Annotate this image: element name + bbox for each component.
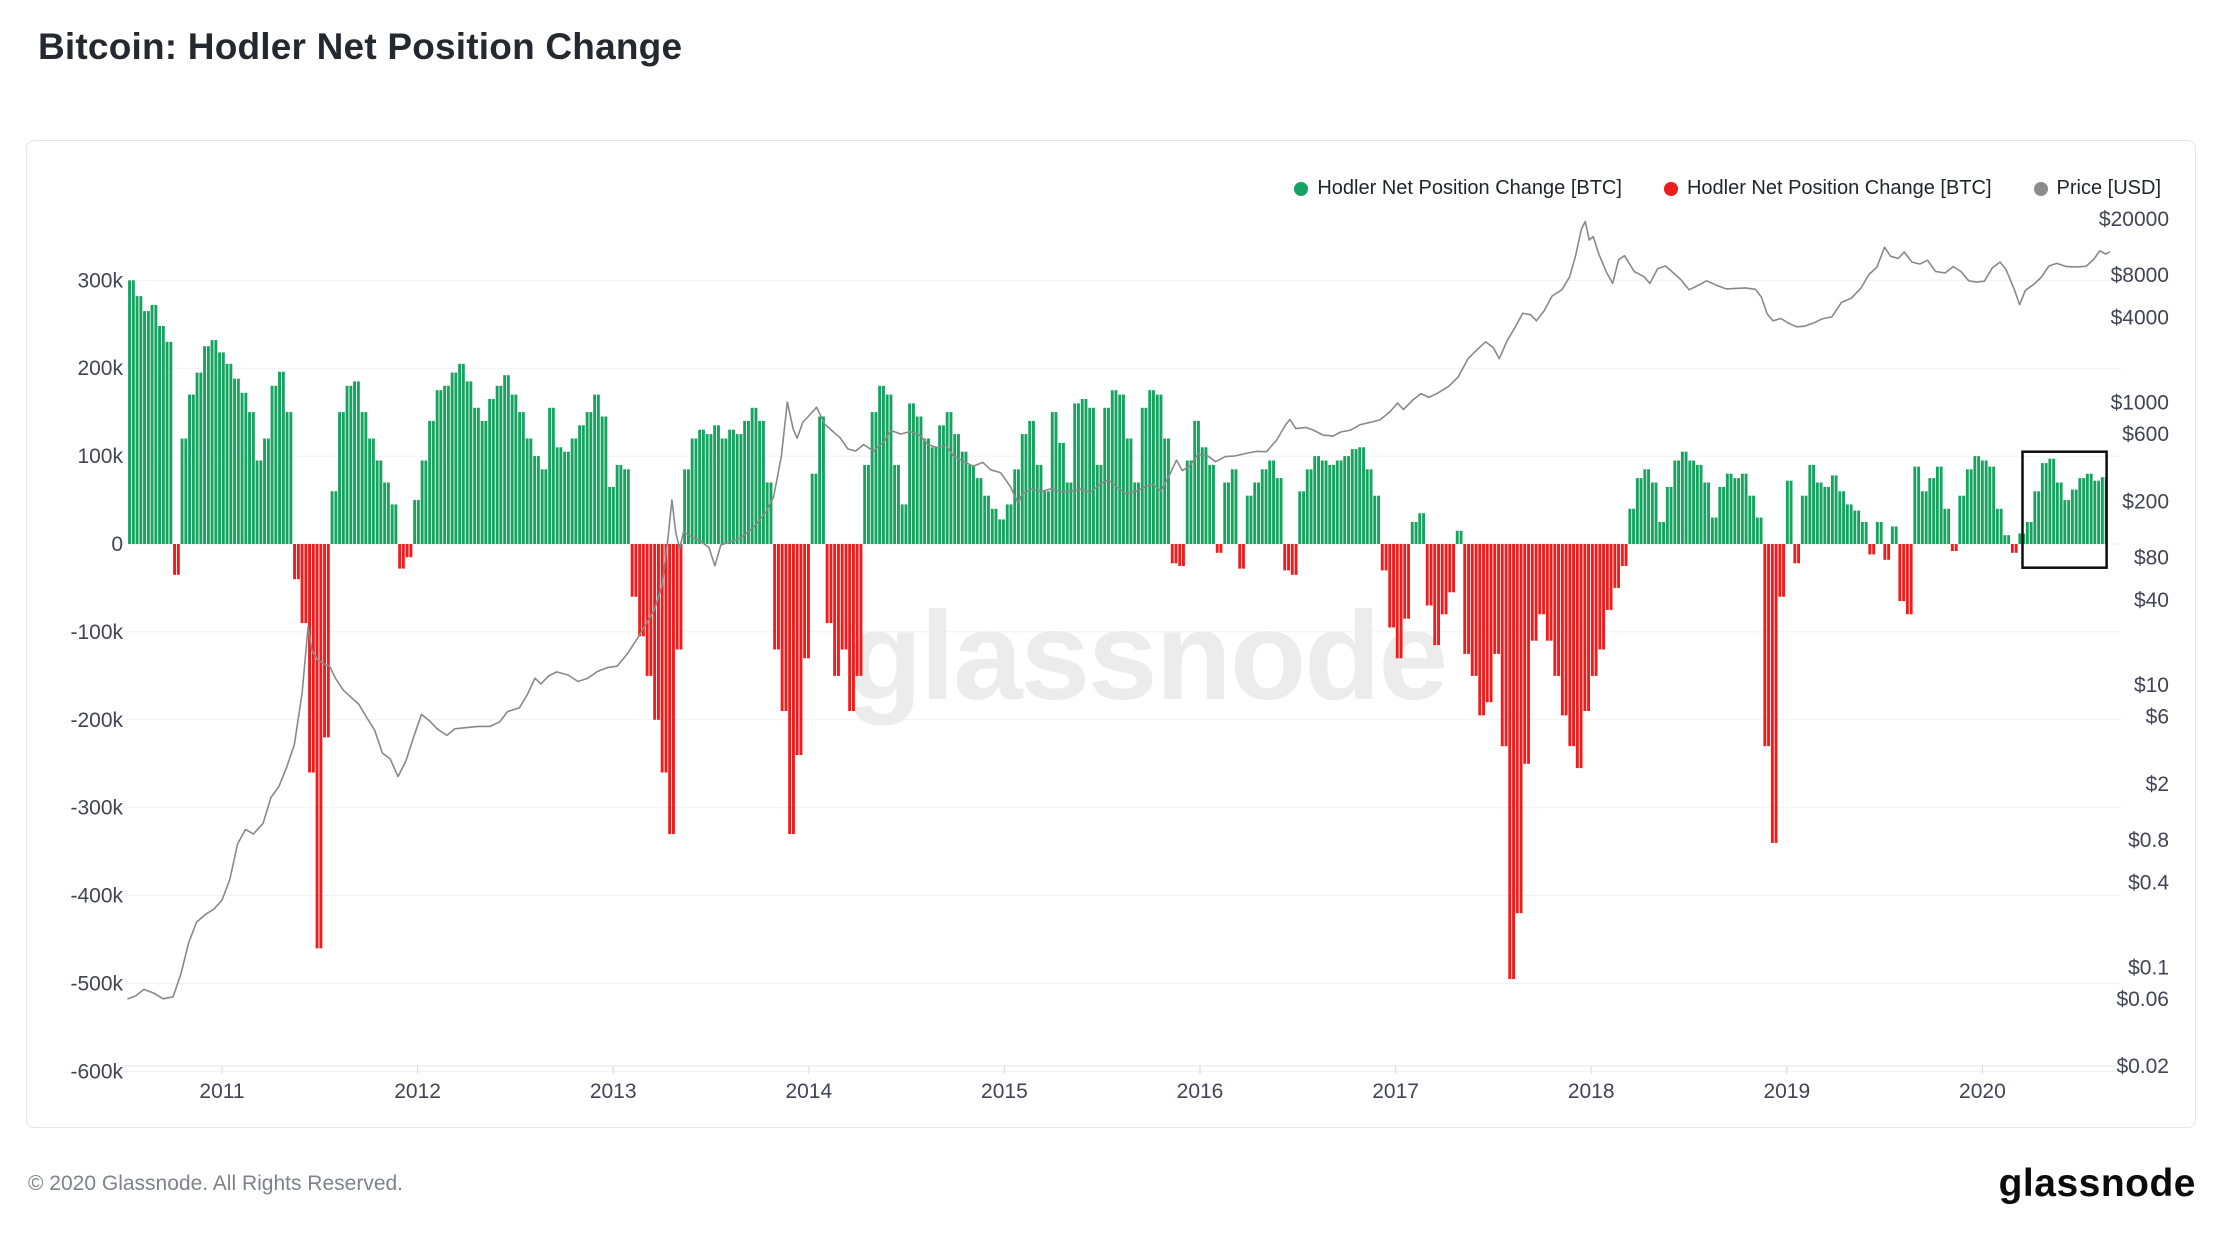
svg-text:2017: 2017	[1372, 1080, 1419, 1103]
svg-text:-500k: -500k	[70, 973, 123, 996]
svg-text:-600k: -600k	[70, 1060, 123, 1083]
svg-text:$0.4: $0.4	[2128, 871, 2169, 894]
x-axis-labels: 2011 2012 2013 2014 2015 2016 2017 2018 2019 2020	[199, 1066, 2006, 1103]
legend-label: Hodler Net Position Change [BTC]	[1686, 177, 1992, 199]
svg-text:$0.06: $0.06	[2116, 988, 2169, 1011]
svg-text:$80: $80	[2134, 547, 2169, 570]
svg-text:-100k: -100k	[70, 621, 123, 644]
svg-text:$1000: $1000	[2111, 392, 2169, 415]
legend-dot-green-icon	[1294, 181, 1309, 196]
svg-text:-300k: -300k	[70, 797, 123, 820]
svg-text:2015: 2015	[981, 1080, 1028, 1103]
svg-text:2020: 2020	[1959, 1080, 2006, 1103]
svg-text:-200k: -200k	[70, 709, 123, 732]
legend-item-hodler-positive[interactable]: Hodler Net Position Change [BTC]	[1294, 177, 1622, 200]
right-axis-labels: $20000 $8000 $4000 $1000 $600 $200 $80 $40 $10 $6…	[2099, 208, 2169, 1078]
svg-text:$20000: $20000	[2099, 208, 2169, 231]
svg-text:$200: $200	[2122, 490, 2169, 513]
legend-label: Hodler Net Position Change [BTC]	[1317, 177, 1622, 199]
left-axis-labels: 300k 200k 100k 0 -100k -200k -300k -400k -500k -6…	[70, 269, 123, 1083]
svg-text:$2: $2	[2146, 773, 2169, 796]
svg-text:$4000: $4000	[2111, 307, 2169, 330]
svg-text:2012: 2012	[394, 1080, 441, 1103]
chart-legend: Hodler Net Position Change [BTC] Hodler …	[1294, 177, 2161, 200]
svg-text:$600: $600	[2122, 423, 2169, 446]
svg-text:2018: 2018	[1568, 1080, 1615, 1103]
svg-text:-400k: -400k	[70, 885, 123, 908]
svg-text:200k: 200k	[77, 357, 123, 380]
glassnode-logo: glassnode	[1998, 1162, 2196, 1205]
hodler-net-position-chart[interactable]: 300k 200k 100k 0 -100k -200k -300k -400k -500k -6…	[27, 141, 2195, 1127]
legend-item-hodler-negative[interactable]: Hodler Net Position Change [BTC]	[1663, 177, 1992, 200]
hodler-negative-bars[interactable]	[173, 544, 2018, 980]
legend-item-price[interactable]: Price [USD]	[2033, 177, 2161, 200]
svg-text:$0.8: $0.8	[2128, 829, 2169, 852]
legend-label: Price [USD]	[2056, 177, 2161, 199]
chart-card: Hodler Net Position Change [BTC] Hodler …	[26, 140, 2196, 1128]
legend-dot-red-icon	[1663, 181, 1678, 196]
svg-text:$10: $10	[2134, 674, 2169, 697]
glassnode-watermark: glassnode	[846, 587, 1446, 726]
svg-text:300k: 300k	[77, 269, 123, 292]
svg-text:$40: $40	[2134, 589, 2169, 612]
svg-text:$6: $6	[2146, 705, 2169, 728]
svg-text:2011: 2011	[199, 1080, 244, 1103]
price-line	[127, 220, 2111, 1000]
svg-text:100k: 100k	[77, 445, 123, 468]
legend-dot-gray-icon	[2033, 181, 2048, 196]
page-title: Bitcoin: Hodler Net Position Change	[38, 26, 683, 67]
annotation-highlight-box	[2021, 450, 2108, 569]
svg-text:$8000: $8000	[2111, 264, 2169, 287]
svg-text:$0.1: $0.1	[2128, 957, 2169, 980]
footer-copyright: © 2020 Glassnode. All Rights Reserved.	[28, 1172, 404, 1195]
hodler-positive-bars[interactable]	[128, 280, 2108, 544]
svg-text:0: 0	[111, 533, 123, 556]
svg-text:2019: 2019	[1763, 1080, 1810, 1103]
svg-text:2014: 2014	[785, 1080, 832, 1103]
svg-text:2013: 2013	[590, 1080, 637, 1103]
svg-text:$0.02: $0.02	[2116, 1055, 2169, 1078]
svg-text:2016: 2016	[1177, 1080, 1224, 1103]
